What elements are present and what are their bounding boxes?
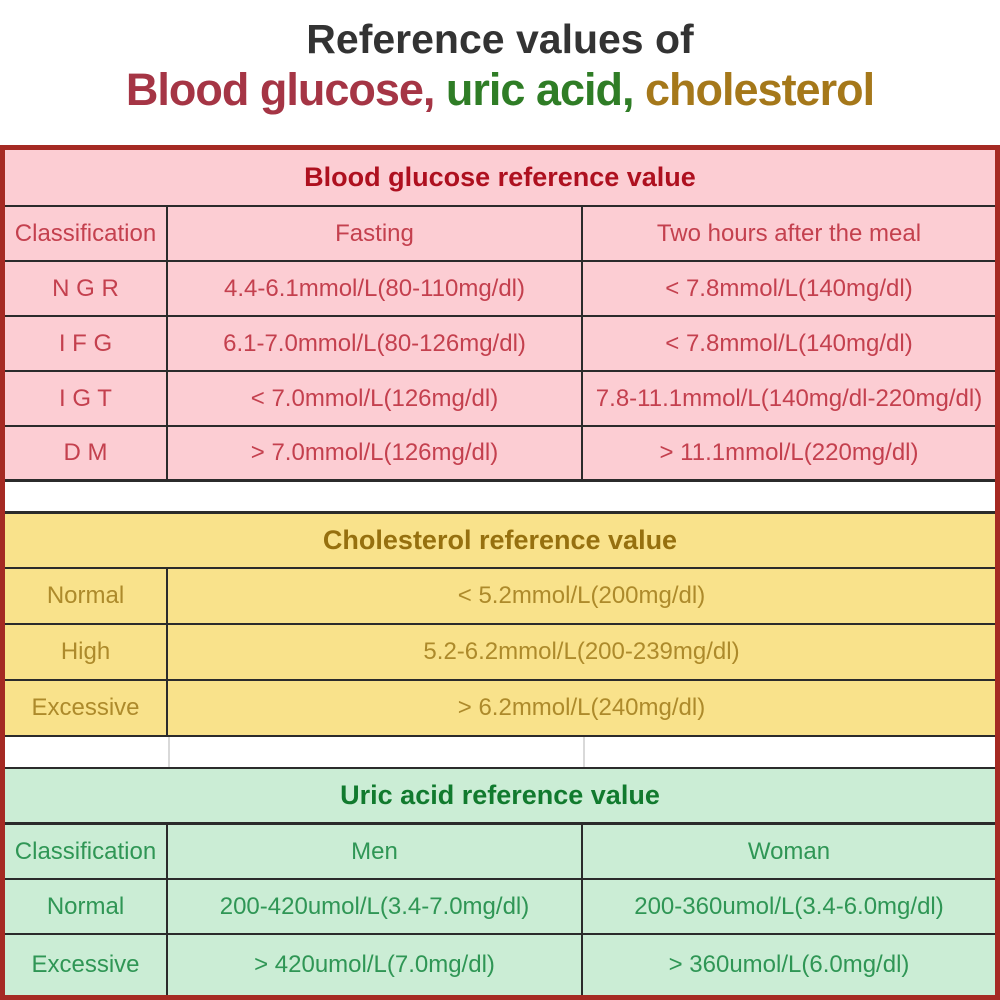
- row-label-cell: I F G: [5, 317, 168, 370]
- value-cell: 200-360umol/L(3.4-6.0mg/dl): [634, 892, 944, 920]
- value-cell: < 7.8mmol/L(140mg/dl): [665, 274, 913, 302]
- row-label-cell: Excessive: [5, 935, 168, 995]
- uric-acid-table: Uric acid reference value Classification…: [5, 767, 995, 995]
- table-spacer: [5, 737, 995, 767]
- reference-tables-panel: Blood glucose reference value Classifica…: [0, 145, 1000, 1000]
- row-label-cell: Normal: [5, 880, 168, 933]
- value-cell: 4.4-6.1mmol/L(80-110mg/dl): [168, 262, 583, 315]
- value-cell: 5.2-6.2mmol/L(200-239mg/dl): [423, 638, 740, 665]
- column-header-men: Men: [168, 825, 583, 878]
- page-title-line2: Blood glucose, uric acid, cholesterol: [0, 65, 1000, 115]
- table-spacer: [5, 482, 995, 511]
- row-label-cell: Excessive: [5, 681, 168, 735]
- title-blood-glucose: Blood glucose,: [125, 64, 436, 116]
- column-header-woman: Woman: [747, 837, 831, 865]
- value-cell: < 7.0mmol/L(126mg/dl): [168, 372, 583, 425]
- table-row-excessive: Excessive > 420umol/L(7.0mg/dl) > 360umo…: [5, 935, 995, 995]
- column-header-after-meal: Two hours after the meal: [656, 219, 922, 247]
- table-row-excessive: Excessive > 6.2mmol/L(240mg/dl): [5, 681, 995, 737]
- row-label-cell: Normal: [5, 569, 168, 623]
- title-cholesterol: cholesterol: [633, 64, 875, 116]
- uric-acid-column-header-row: Classification Men Woman: [5, 825, 995, 880]
- blood-glucose-table-title: Blood glucose reference value: [5, 150, 995, 207]
- value-cell: 7.8-11.1mmol/L(140mg/dl-220mg/dl): [595, 384, 983, 412]
- table-row-normal: Normal 200-420umol/L(3.4-7.0mg/dl) 200-3…: [5, 880, 995, 935]
- table-row-high: High 5.2-6.2mmol/L(200-239mg/dl): [5, 625, 995, 681]
- value-cell: > 360umol/L(6.0mg/dl): [668, 951, 910, 978]
- value-cell: > 11.1mmol/L(220mg/dl): [659, 439, 919, 466]
- table-row-ngr: N G R 4.4-6.1mmol/L(80-110mg/dl) < 7.8mm…: [5, 262, 995, 317]
- page-title-line1: Reference values of: [306, 16, 694, 62]
- cholesterol-table-title: Cholesterol reference value: [5, 514, 995, 569]
- table-row-ifg: I F G 6.1-7.0mmol/L(80-126mg/dl) < 7.8mm…: [5, 317, 995, 372]
- value-cell: 6.1-7.0mmol/L(80-126mg/dl): [168, 317, 583, 370]
- table-row-normal: Normal < 5.2mmol/L(200mg/dl): [5, 569, 995, 625]
- value-cell: < 5.2mmol/L(200mg/dl): [457, 582, 706, 609]
- blood-glucose-column-header-row: Classification Fasting Two hours after t…: [5, 207, 995, 262]
- column-header-classification: Classification: [5, 825, 168, 878]
- row-label-cell: N G R: [5, 262, 168, 315]
- value-cell: > 420umol/L(7.0mg/dl): [168, 935, 583, 995]
- title-uric-acid: uric acid,: [434, 64, 635, 116]
- divider-line: [583, 737, 585, 767]
- table-row-dm: D M > 7.0mmol/L(126mg/dl) > 11.1mmol/L(2…: [5, 427, 995, 482]
- value-cell: > 6.2mmol/L(240mg/dl): [457, 694, 706, 721]
- row-label-cell: D M: [5, 427, 168, 479]
- divider-line: [168, 737, 170, 767]
- value-cell: < 7.8mmol/L(140mg/dl): [665, 329, 913, 357]
- table-row-igt: I G T < 7.0mmol/L(126mg/dl) 7.8-11.1mmol…: [5, 372, 995, 427]
- page-title: Reference values of Blood glucose, uric …: [0, 0, 1000, 145]
- uric-acid-table-title: Uric acid reference value: [5, 769, 995, 825]
- cholesterol-table: Cholesterol reference value Normal < 5.2…: [5, 511, 995, 737]
- column-header-fasting: Fasting: [168, 207, 583, 260]
- row-label-cell: High: [5, 625, 168, 679]
- column-header-classification: Classification: [5, 207, 168, 260]
- row-label-cell: I G T: [5, 372, 168, 425]
- blood-glucose-table: Blood glucose reference value Classifica…: [5, 150, 995, 482]
- value-cell: > 7.0mmol/L(126mg/dl): [168, 427, 583, 479]
- value-cell: 200-420umol/L(3.4-7.0mg/dl): [168, 880, 583, 933]
